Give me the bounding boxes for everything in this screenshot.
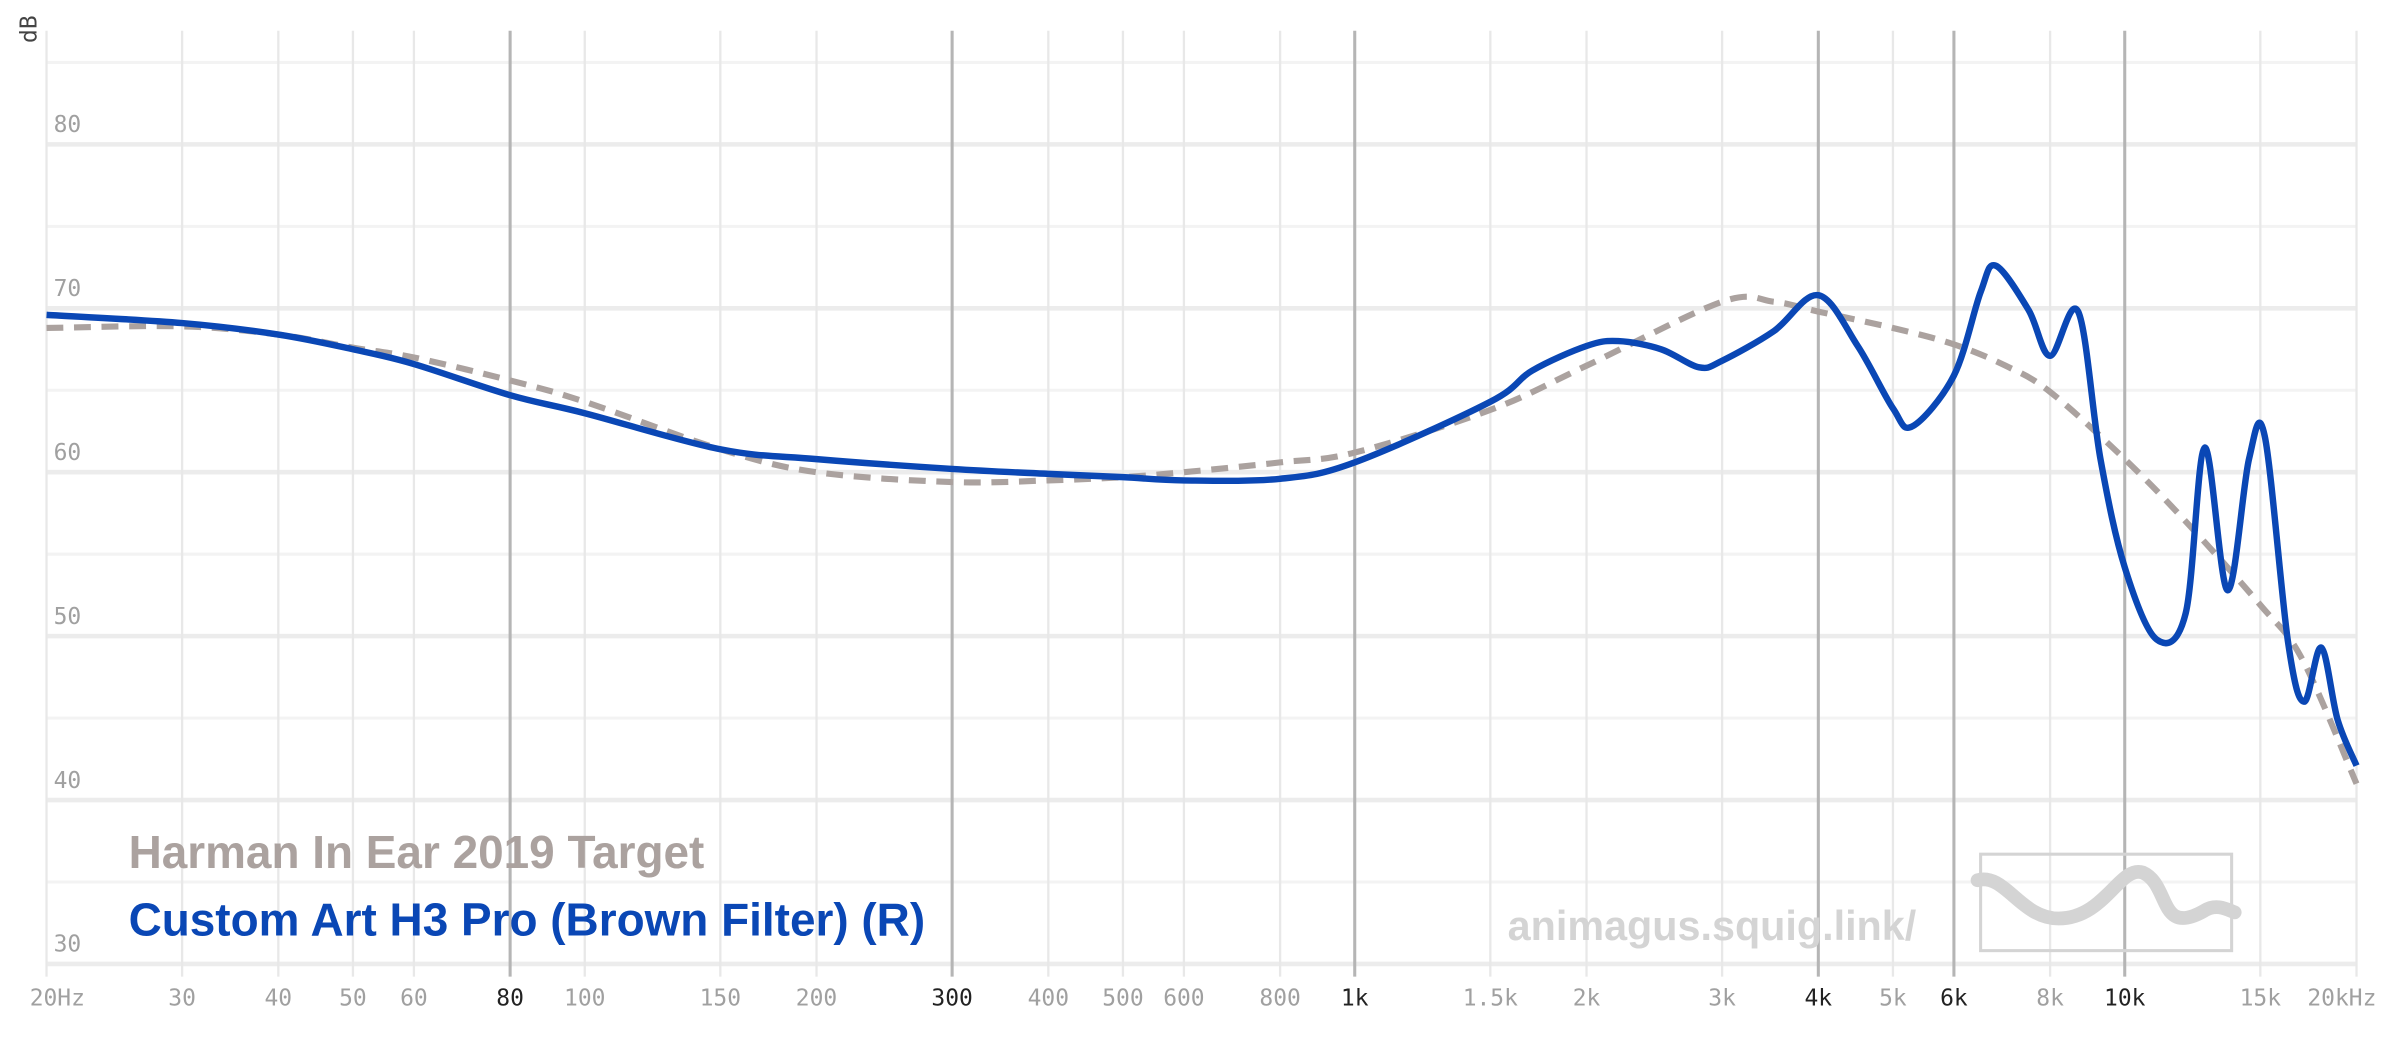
x-tick-label: 6k bbox=[1940, 986, 1968, 1012]
series-line bbox=[46, 293, 2360, 785]
y-tick-label: 80 bbox=[54, 112, 82, 138]
x-tick-label: 500 bbox=[1102, 986, 1143, 1012]
y-tick-label: 40 bbox=[54, 768, 82, 794]
x-tick-label: 30 bbox=[168, 986, 196, 1012]
x-tick-label: 20kHz bbox=[2307, 986, 2376, 1012]
y-axis-label: dB bbox=[17, 15, 43, 43]
x-tick-label: 400 bbox=[1028, 986, 1069, 1012]
x-tick-label: 15k bbox=[2240, 986, 2282, 1012]
x-tick-label: 3k bbox=[1708, 986, 1736, 1012]
x-tick-label: 8k bbox=[2036, 986, 2064, 1012]
y-tick-label: 70 bbox=[54, 276, 82, 302]
legend-entry: Custom Art H3 Pro (Brown Filter) (R) bbox=[129, 893, 926, 945]
x-tick-label: 600 bbox=[1163, 986, 1204, 1012]
x-tick-label: 300 bbox=[931, 986, 972, 1012]
y-tick-label: 30 bbox=[54, 932, 82, 958]
x-tick-label: 10k bbox=[2104, 986, 2146, 1012]
x-tick-label: 50 bbox=[339, 986, 367, 1012]
watermark: animagus.squig.link/ bbox=[1508, 903, 1917, 949]
x-tick-label: 800 bbox=[1259, 986, 1300, 1012]
y-tick-label: 50 bbox=[54, 604, 82, 630]
x-tick-label: 5k bbox=[1879, 986, 1907, 1012]
x-tick-label: 1.5k bbox=[1463, 986, 1518, 1012]
logo bbox=[1970, 852, 2242, 953]
x-tick-label: 100 bbox=[564, 986, 605, 1012]
x-tick-label: 60 bbox=[400, 986, 428, 1012]
x-tick-label: 1k bbox=[1341, 986, 1369, 1012]
series-line bbox=[46, 262, 2360, 767]
x-tick-label: 80 bbox=[496, 986, 524, 1012]
x-tick-label: 20Hz bbox=[30, 986, 85, 1012]
x-tick-label: 2k bbox=[1573, 986, 1601, 1012]
x-tick-label: 40 bbox=[265, 986, 293, 1012]
legend-entry: Harman In Ear 2019 Target bbox=[129, 826, 705, 878]
x-tick-label: 150 bbox=[700, 986, 741, 1012]
x-tick-label: 200 bbox=[796, 986, 837, 1012]
y-tick-label: 60 bbox=[54, 440, 82, 466]
x-tick-label: 4k bbox=[1805, 986, 1833, 1012]
